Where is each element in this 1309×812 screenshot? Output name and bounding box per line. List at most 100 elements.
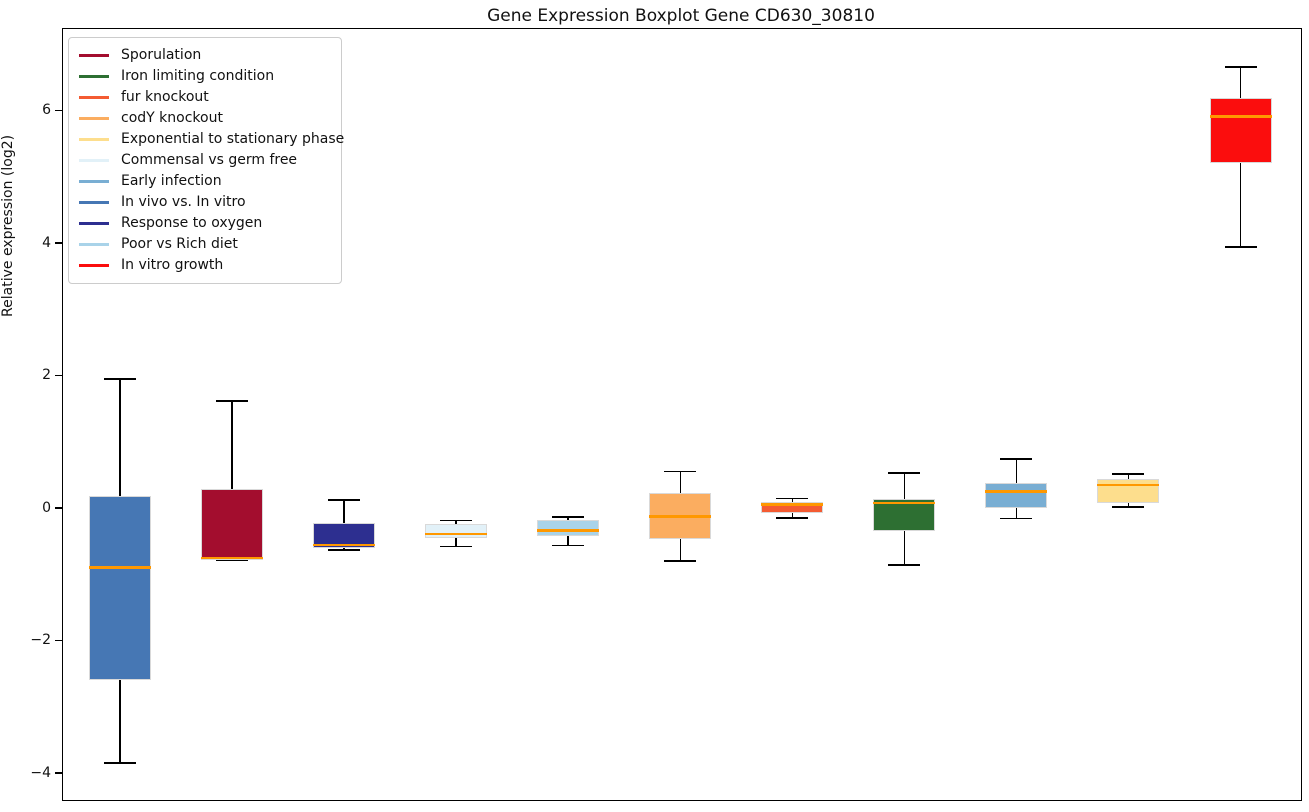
- legend-color-line: [79, 180, 109, 183]
- whisker-lower: [343, 547, 345, 551]
- whisker-lower: [1015, 507, 1018, 519]
- whisker-upper: [1239, 66, 1242, 98]
- legend-item: In vivo vs. In vitro: [79, 192, 331, 213]
- cap-upper: [1112, 473, 1145, 475]
- legend-item: Exponential to stationary phase: [79, 129, 344, 150]
- median-line: [537, 529, 600, 532]
- whisker-lower: [679, 539, 682, 561]
- whisker-upper: [343, 499, 345, 524]
- y-tick-mark: [55, 374, 62, 377]
- whisker-upper: [791, 498, 794, 502]
- legend-item: Sporulation: [79, 45, 331, 66]
- y-tick-label: 6: [42, 102, 51, 119]
- y-tick-label: −2: [30, 632, 51, 649]
- boxplot-box: [985, 483, 1048, 508]
- cap-upper: [328, 499, 361, 501]
- legend-item: fur knockout: [79, 87, 331, 108]
- whisker-upper: [679, 471, 682, 494]
- legend-item-label: Poor vs Rich diet: [121, 236, 238, 252]
- median-line: [1209, 115, 1272, 118]
- legend: Sporulation Iron limiting condition fur kn…: [68, 37, 344, 284]
- whisker-upper: [119, 378, 121, 496]
- cap-upper: [776, 497, 809, 500]
- legend-item: In vitro growth: [79, 255, 331, 276]
- y-tick-mark: [55, 109, 62, 112]
- y-tick-mark: [55, 242, 62, 244]
- whisker-lower: [791, 512, 794, 518]
- cap-lower: [888, 564, 921, 566]
- y-tick-label: −4: [30, 764, 51, 781]
- median-line: [425, 532, 488, 535]
- boxplot-box: [761, 501, 824, 513]
- legend-color-line: [79, 222, 109, 225]
- cap-lower: [440, 545, 473, 548]
- boxplot-box: [1209, 97, 1272, 164]
- legend-item-label: codY knockout: [121, 110, 223, 126]
- cap-lower: [328, 549, 361, 552]
- cap-upper: [888, 471, 921, 474]
- legend-item-label: Sporulation: [121, 47, 202, 63]
- legend-color-line: [79, 96, 109, 99]
- whisker-lower: [903, 531, 906, 565]
- y-tick-label: 0: [42, 499, 51, 516]
- legend-item: Iron limiting condition: [79, 66, 331, 87]
- legend-item-label: Iron limiting condition: [121, 68, 275, 84]
- median-line: [873, 502, 936, 505]
- whisker-lower: [1127, 503, 1130, 508]
- cap-upper: [1000, 458, 1033, 460]
- whisker-upper: [231, 401, 233, 489]
- whisker-upper: [567, 517, 570, 520]
- legend-item: Early infection: [79, 171, 331, 192]
- cap-upper: [552, 516, 585, 518]
- legend-item-label: In vivo vs. In vitro: [121, 194, 246, 210]
- median-line: [201, 557, 264, 560]
- legend-color-line: [79, 117, 109, 120]
- legend-item: Commensal vs germ free: [79, 150, 331, 171]
- y-tick-mark: [55, 772, 62, 774]
- legend-color-line: [79, 264, 109, 267]
- legend-item: codY knockout: [79, 108, 331, 129]
- whisker-upper: [1015, 458, 1018, 484]
- cap-upper: [1224, 65, 1257, 68]
- median-line: [89, 566, 152, 569]
- y-tick-mark: [55, 639, 62, 642]
- whisker-upper: [903, 472, 906, 499]
- boxplot-box: [537, 519, 600, 536]
- legend-color-line: [79, 75, 109, 78]
- boxplot-box: [425, 523, 488, 539]
- whisker-lower: [567, 535, 570, 546]
- legend-item-label: In vitro growth: [121, 257, 224, 273]
- median-line: [985, 490, 1048, 493]
- whisker-upper: [455, 520, 458, 524]
- whisker-lower: [455, 538, 458, 547]
- boxplot-box: [89, 495, 152, 681]
- cap-lower: [104, 762, 137, 764]
- legend-item-label: Commensal vs germ free: [121, 152, 298, 168]
- cap-lower: [1000, 517, 1033, 520]
- cap-lower: [1112, 506, 1145, 509]
- median-line: [649, 515, 712, 518]
- chart-title: Gene Expression Boxplot Gene CD630_30810: [487, 6, 875, 26]
- cap-upper: [216, 400, 249, 403]
- whisker-lower: [119, 680, 121, 763]
- median-line: [313, 543, 376, 547]
- legend-color-line: [79, 54, 109, 57]
- legend-color-line: [79, 243, 109, 246]
- cap-lower: [664, 560, 697, 562]
- legend-color-line: [79, 138, 109, 141]
- cap-lower: [216, 559, 249, 561]
- legend-item: Poor vs Rich diet: [79, 234, 331, 255]
- boxplot-box: [313, 523, 376, 548]
- boxplot-box: [201, 488, 264, 561]
- cap-upper: [104, 377, 137, 380]
- median-line: [1097, 483, 1160, 486]
- cap-lower: [776, 517, 809, 519]
- legend-color-line: [79, 201, 109, 204]
- y-axis-label: Relative expression (log2): [0, 134, 16, 317]
- cap-upper: [664, 470, 697, 473]
- cap-upper: [440, 519, 473, 522]
- legend-item: Response to oxygen: [79, 213, 331, 234]
- legend-item-label: fur knockout: [121, 89, 209, 105]
- legend-item-label: Response to oxygen: [121, 215, 263, 231]
